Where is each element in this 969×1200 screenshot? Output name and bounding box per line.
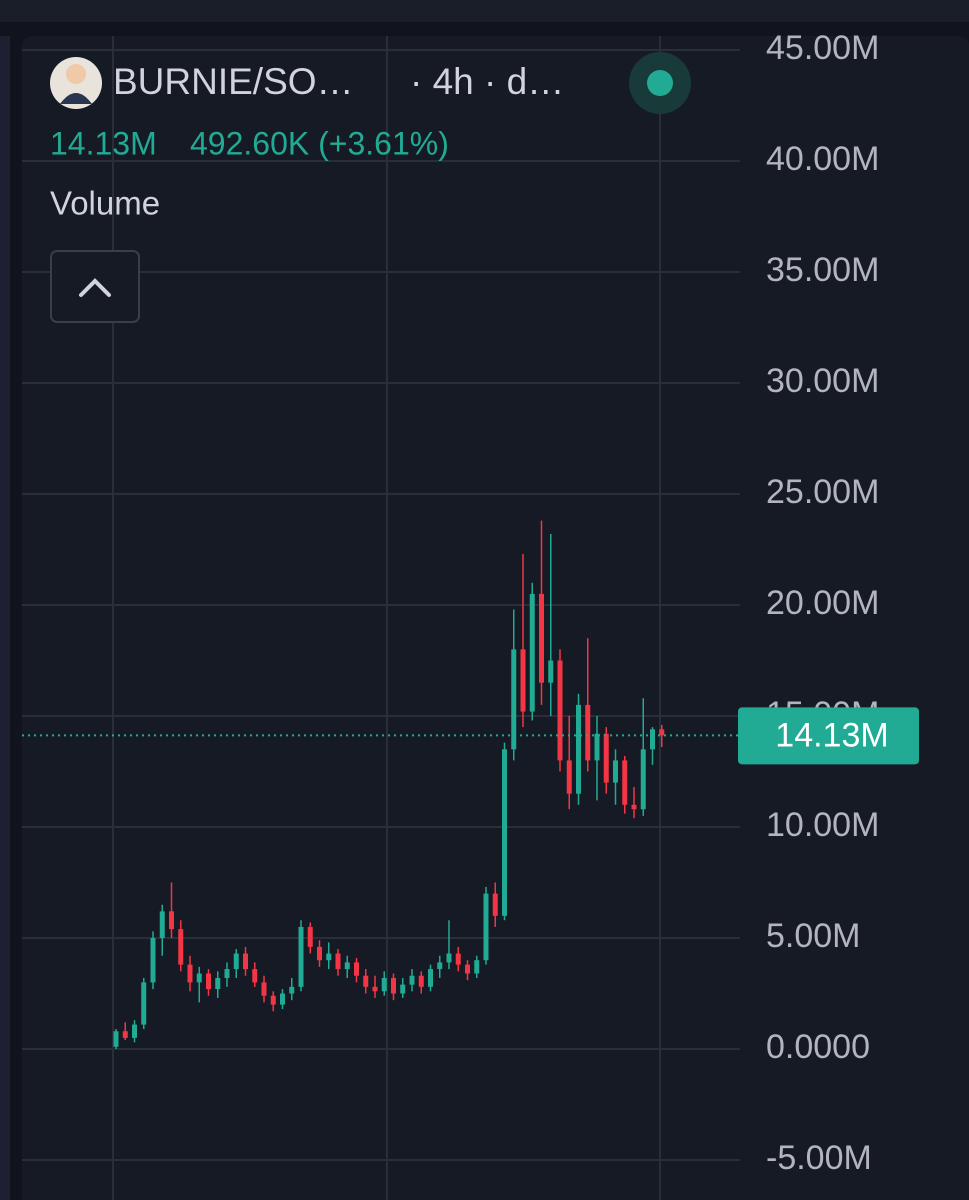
candle-body bbox=[169, 911, 174, 930]
candle-body bbox=[326, 953, 332, 961]
candle-body bbox=[548, 660, 554, 683]
candle-body bbox=[566, 760, 572, 794]
candle-body bbox=[317, 946, 322, 961]
top-bar bbox=[0, 0, 969, 22]
candle-body bbox=[603, 733, 609, 783]
y-tick-label: 20.00M bbox=[766, 584, 879, 622]
candle-body bbox=[354, 962, 359, 976]
candle-body bbox=[233, 953, 239, 970]
candle-body bbox=[557, 660, 563, 761]
last-value: 14.13M bbox=[50, 125, 157, 161]
candle-body bbox=[529, 593, 535, 712]
header: BURNIE/SO… · 4h · d… 14.13M 492.60K (+3.… bbox=[50, 52, 691, 323]
candle-body bbox=[187, 964, 193, 983]
y-axis: 45.00M40.00M35.00M30.00M25.00M20.00M15.0… bbox=[738, 29, 919, 1177]
y-tick-label: 30.00M bbox=[766, 362, 879, 400]
candle-body bbox=[594, 733, 600, 761]
grid bbox=[22, 36, 740, 1200]
candle-body bbox=[335, 953, 341, 970]
candle-body bbox=[428, 969, 433, 987]
y-tick-label: 5.00M bbox=[766, 917, 861, 955]
candle-body bbox=[132, 1024, 137, 1038]
y-tick-label: 25.00M bbox=[766, 473, 879, 511]
candle-body bbox=[465, 964, 470, 974]
candle-body bbox=[400, 984, 406, 994]
candle-body bbox=[446, 953, 452, 963]
candle-body bbox=[659, 729, 665, 736]
candle-body bbox=[650, 729, 655, 750]
caret-icon bbox=[79, 278, 111, 297]
candle-body bbox=[113, 1031, 119, 1047]
candle-body bbox=[363, 975, 369, 987]
status-dot bbox=[647, 70, 673, 96]
candle-body bbox=[492, 893, 498, 916]
candle-body bbox=[640, 749, 646, 810]
candle-body bbox=[455, 953, 461, 965]
candle-body bbox=[270, 995, 276, 1005]
candle-body bbox=[159, 911, 165, 938]
candle-body bbox=[206, 973, 211, 990]
candle-body bbox=[391, 977, 396, 994]
collapse-button[interactable] bbox=[50, 250, 140, 323]
change: 492.60K (+3.61%) bbox=[190, 125, 449, 161]
candle-body bbox=[243, 953, 248, 970]
symbol: BURNIE/SO… bbox=[113, 61, 354, 102]
candle-body bbox=[372, 986, 378, 992]
candle-body bbox=[280, 993, 285, 1005]
avatar-body bbox=[60, 93, 92, 104]
candle-body bbox=[224, 969, 230, 978]
candle-body bbox=[215, 977, 221, 990]
avatar-face bbox=[66, 64, 86, 84]
last-price-box bbox=[738, 707, 919, 765]
indicator: Volume bbox=[50, 185, 160, 222]
candle-body bbox=[252, 969, 258, 983]
chart-panel bbox=[22, 36, 969, 1200]
candle-body bbox=[539, 593, 544, 683]
candle-body bbox=[298, 926, 304, 987]
candle-body bbox=[150, 938, 156, 983]
candle-body bbox=[289, 986, 295, 994]
candles bbox=[22, 520, 740, 1049]
candle-body bbox=[141, 982, 147, 1025]
candle-body bbox=[178, 929, 184, 965]
candle-body bbox=[344, 962, 350, 970]
candle-body bbox=[631, 804, 637, 810]
y-tick-label: 35.00M bbox=[766, 251, 879, 289]
left-edge bbox=[0, 36, 10, 1200]
candle-body bbox=[613, 760, 618, 783]
candle-body bbox=[418, 975, 424, 987]
candle-body bbox=[261, 982, 267, 996]
candle-body bbox=[196, 973, 202, 983]
candle-body bbox=[437, 962, 443, 970]
candle-body bbox=[502, 749, 507, 916]
candle-body bbox=[307, 926, 313, 947]
candle-body bbox=[409, 975, 415, 985]
candle-body bbox=[122, 1031, 128, 1038]
y-tick-label: 10.00M bbox=[766, 806, 879, 844]
candle-body bbox=[520, 649, 526, 712]
last-price-label: 14.13M bbox=[775, 716, 888, 754]
y-tick-label: -5.00M bbox=[766, 1139, 872, 1177]
candle-body bbox=[483, 893, 489, 961]
y-tick-label: 0.0000 bbox=[766, 1028, 870, 1066]
interval: · 4h · d… bbox=[410, 61, 564, 102]
candle-body bbox=[585, 704, 591, 761]
y-tick-label: 45.00M bbox=[766, 29, 879, 67]
candle-body bbox=[381, 977, 387, 992]
candle-body bbox=[474, 960, 480, 974]
candle-body bbox=[622, 760, 628, 805]
candle-body bbox=[576, 704, 581, 794]
candle-body bbox=[511, 649, 517, 750]
y-tick-label: 40.00M bbox=[766, 140, 879, 178]
